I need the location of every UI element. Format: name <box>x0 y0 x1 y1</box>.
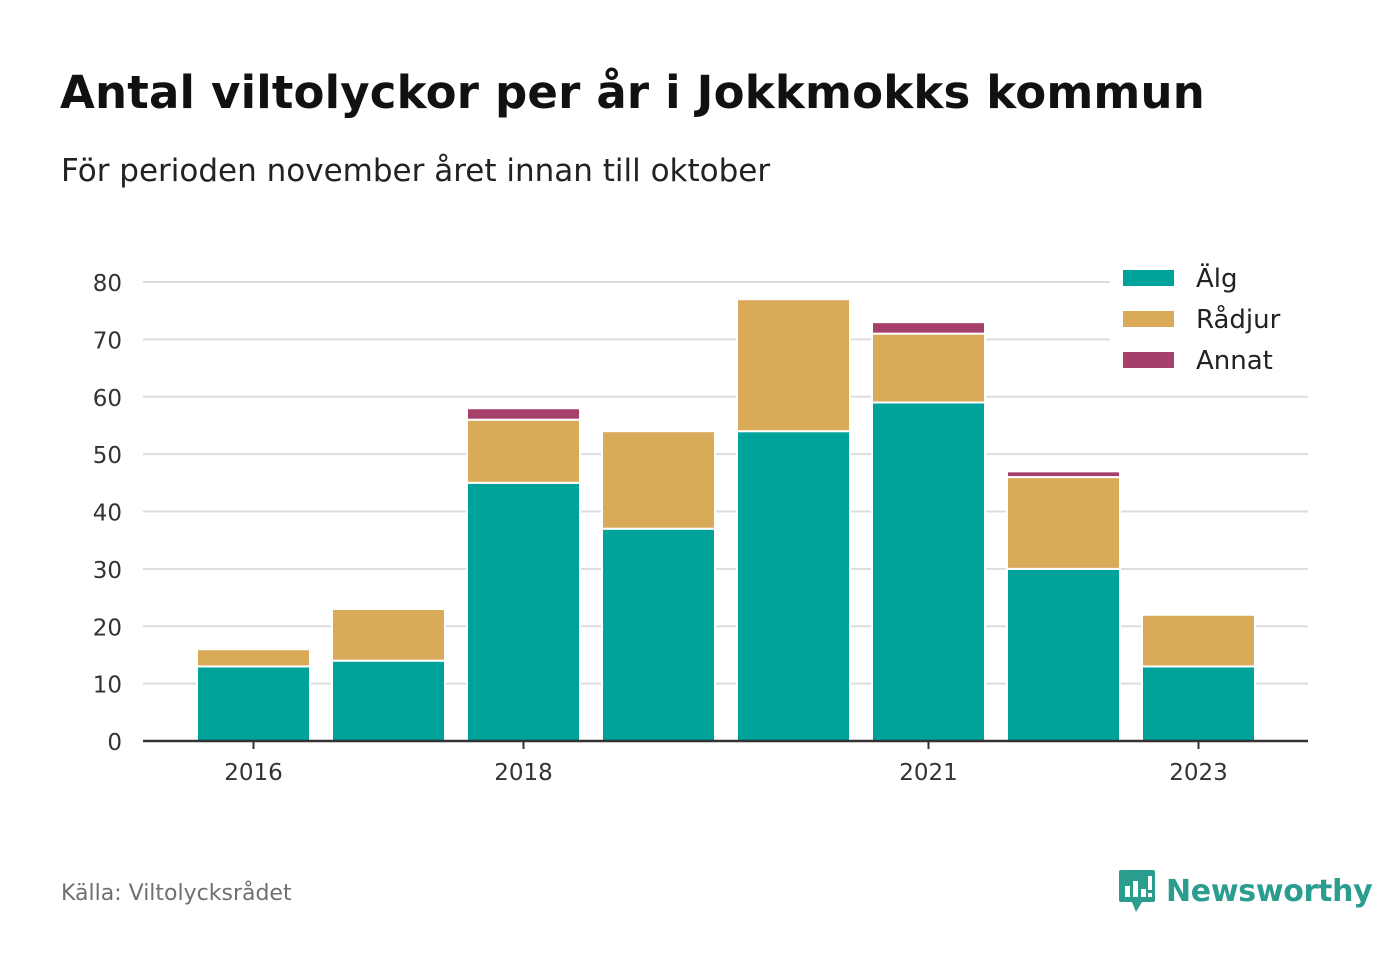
x-tick-label: 2016 <box>224 760 283 786</box>
bar-group-2016 <box>196 648 311 742</box>
bar-group-2021 <box>871 321 986 742</box>
x-tick-label: 2023 <box>1169 760 1228 786</box>
x-tick-label: 2018 <box>494 760 553 786</box>
bar-group-2023 <box>1141 613 1256 742</box>
bar-segment-2017-0 <box>331 659 446 742</box>
bar-segment-2018-0 <box>466 481 581 742</box>
y-tick-label: 70 <box>93 328 122 354</box>
bar-segment-2023-1 <box>1141 613 1256 668</box>
y-tick-label: 30 <box>93 558 122 584</box>
bar-segment-2017-1 <box>331 608 446 662</box>
brand-logo: Newsworthy <box>1118 868 1373 914</box>
bar-segment-2016-0 <box>196 665 311 742</box>
chart-subtitle: För perioden november året innan till ok… <box>61 153 771 189</box>
brand-name: Newsworthy <box>1166 873 1373 909</box>
legend-swatch <box>1123 311 1174 327</box>
newsworthy-logo-icon <box>1119 870 1155 912</box>
bar-segment-2022-0 <box>1006 567 1121 742</box>
bar-segment-2019-1 <box>601 430 716 530</box>
legend-label: Rådjur <box>1196 304 1281 335</box>
y-tick-label: 80 <box>93 271 122 297</box>
bar-group-2017 <box>331 608 446 742</box>
bar-group-2020 <box>736 298 851 742</box>
y-tick-label: 40 <box>93 501 122 527</box>
legend-swatch <box>1123 270 1174 286</box>
bar-group-2019 <box>601 430 716 743</box>
y-tick-label: 50 <box>93 443 122 469</box>
bar-segment-2022-2 <box>1006 470 1121 479</box>
x-axis: 2016 2018 2021 2023 <box>143 739 1308 786</box>
y-tick-label: 10 <box>93 673 122 699</box>
legend: Älg Rådjur Annat <box>1110 258 1310 382</box>
bar-segment-2021-1 <box>871 332 986 404</box>
legend-swatch <box>1123 352 1174 368</box>
bar-segment-2019-0 <box>601 527 716 743</box>
bar-group-2018 <box>466 407 581 742</box>
chart-title: Antal viltolyckor per år i Jokkmokks kom… <box>60 66 1205 119</box>
bars <box>196 298 1256 743</box>
bar-segment-2018-1 <box>466 418 581 484</box>
bar-segment-2021-2 <box>871 321 986 335</box>
y-tick-label: 60 <box>93 386 122 412</box>
legend-label: Älg <box>1196 262 1238 294</box>
legend-label: Annat <box>1196 346 1273 376</box>
y-tick-label: 0 <box>107 730 122 756</box>
y-tick-label: 20 <box>93 615 122 641</box>
bar-segment-2018-2 <box>466 407 581 421</box>
bar-segment-2023-0 <box>1141 665 1256 742</box>
bar-segment-2020-0 <box>736 430 851 742</box>
y-axis-ticks: 0 10 20 30 40 50 60 70 80 <box>93 271 122 756</box>
stacked-bar-chart: 0 10 20 30 40 50 60 70 80 2016 2018 2021 2023 Älg Rå… <box>92 258 1310 786</box>
x-tick-label: 2021 <box>899 760 958 786</box>
bar-group-2022 <box>1006 470 1121 742</box>
bar-segment-2016-1 <box>196 648 311 668</box>
bar-segment-2022-1 <box>1006 476 1121 570</box>
source-note: Källa: Viltolycksrådet <box>61 881 292 906</box>
bar-segment-2021-0 <box>871 401 986 742</box>
bar-segment-2020-1 <box>736 298 851 433</box>
